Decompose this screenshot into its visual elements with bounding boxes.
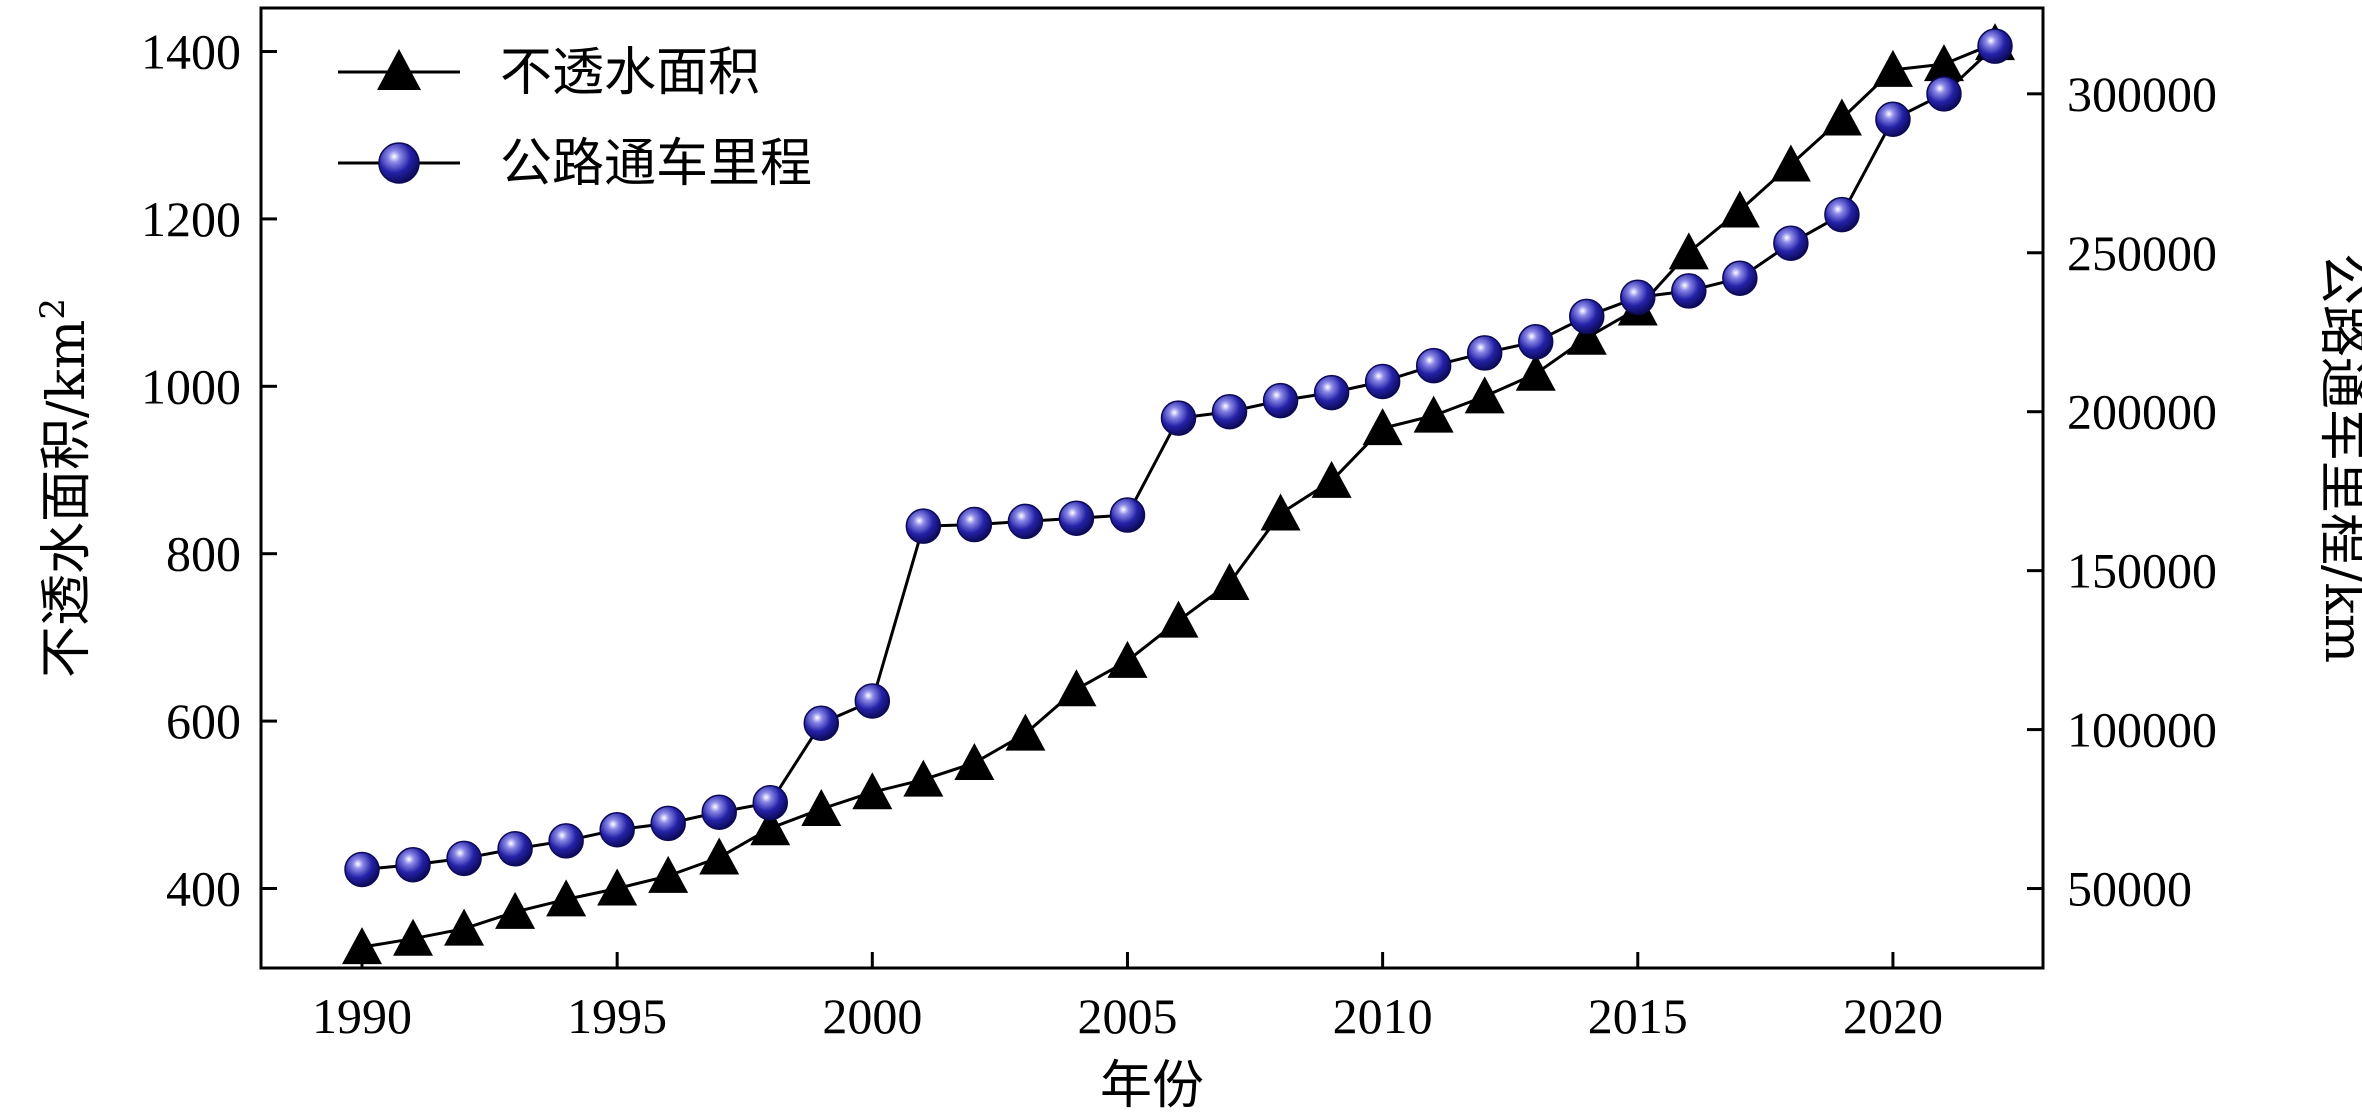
series-0-point-2004 — [1056, 669, 1097, 707]
legend-label-impervious: 不透水面积 — [500, 43, 760, 103]
series-1-point-2011 — [1415, 347, 1452, 384]
y-axis-title-left: 不透水面积/km2 — [33, 298, 97, 678]
series-0-point-1992 — [444, 908, 485, 946]
series-1-point-2020 — [1875, 101, 1911, 138]
series-0-point-2002 — [954, 742, 995, 780]
series-1-point-2000 — [854, 683, 891, 719]
series-0-point-2012 — [1464, 376, 1505, 414]
x-tick-label-1990: 1990 — [312, 988, 412, 1044]
ticks-layer: 1990 1995 2000 2005 2010 2015 2020 400 600 800 100… — [141, 24, 2217, 1044]
series-0-point-1996 — [648, 855, 689, 893]
x-tick-label-1995: 1995 — [567, 988, 667, 1044]
series-1-point-2002 — [956, 506, 993, 543]
series-0-point-2019 — [1821, 98, 1862, 136]
y-right-tick-label-100000: 100000 — [2067, 702, 2217, 758]
series-0-point-2000 — [852, 772, 893, 810]
y-axis-title-right: 公路通车里程/km — [2313, 253, 2362, 663]
x-tick-label-2020: 2020 — [1843, 988, 1943, 1044]
series-1-point-2012 — [1466, 335, 1503, 371]
series-0-point-1990 — [342, 927, 382, 965]
series-1-point-1991 — [395, 846, 431, 883]
series-1-point-2017 — [1722, 260, 1758, 296]
series-1-point-2013 — [1517, 324, 1554, 360]
series-0-point-1999 — [801, 788, 842, 826]
y-left-tick-label-600: 600 — [166, 693, 241, 749]
series-1-point-1992 — [446, 840, 482, 877]
plot-frame — [259, 6, 2045, 970]
series-0-point-2001 — [903, 759, 944, 797]
y-axis-title-left-superscript: 2 — [33, 298, 73, 320]
series-1-point-2022 — [1977, 28, 2013, 64]
series-1-point-2016 — [1671, 273, 1707, 309]
legend-triangle-marker — [377, 49, 421, 90]
series-1-point-2014 — [1569, 298, 1605, 335]
x-axis-title: 年份 — [1100, 1056, 1204, 1116]
series-0-point-1993 — [495, 891, 536, 929]
series-0-point-2018 — [1770, 144, 1811, 182]
series-0-point-2011 — [1413, 395, 1454, 433]
series-0-point-1994 — [546, 879, 587, 917]
series-1-point-2001 — [905, 508, 942, 544]
series-0-point-2021 — [1923, 44, 1964, 82]
x-tick-label-2015: 2015 — [1588, 988, 1688, 1044]
series-1-point-2015 — [1620, 279, 1656, 316]
series-0-point-2010 — [1362, 408, 1403, 446]
series-0-point-2014 — [1566, 317, 1607, 355]
series-0-point-2009 — [1311, 460, 1352, 498]
y-right-tick-label-300000: 300000 — [2067, 66, 2217, 122]
series-1-point-2019 — [1824, 196, 1860, 233]
series-1-point-1995 — [599, 811, 635, 848]
series-1-point-2009 — [1313, 374, 1350, 411]
series-1-point-2021 — [1926, 76, 1962, 112]
y-left-tick-label-1400: 1400 — [141, 24, 241, 80]
series-layer — [342, 23, 2015, 965]
legend: 不透水面积 公路通车里程 — [338, 43, 812, 194]
series-1-point-2006 — [1160, 400, 1197, 436]
series-0-point-2003 — [1005, 713, 1046, 751]
y-left-tick-label-1000: 1000 — [141, 358, 241, 414]
series-0-point-1997 — [699, 837, 740, 875]
series-1-point-2018 — [1773, 225, 1809, 261]
series-0-point-1991 — [393, 918, 434, 956]
series-1-point-1999 — [803, 705, 840, 741]
series-1-point-1998 — [752, 784, 788, 821]
series-1-point-1993 — [497, 831, 533, 867]
series-1-point-2007 — [1211, 393, 1248, 430]
series-0-point-2017 — [1719, 190, 1760, 228]
series-1-point-1994 — [548, 823, 584, 859]
series-1-point-1997 — [701, 794, 737, 830]
series-0-point-1995 — [597, 868, 638, 906]
series-0-point-2013 — [1515, 353, 1556, 391]
series-0-point-2008 — [1260, 493, 1301, 531]
y-right-tick-label-150000: 150000 — [2067, 543, 2217, 599]
series-0-point-2006 — [1158, 600, 1199, 638]
y-left-tick-label-400: 400 — [166, 860, 241, 916]
y-left-tick-label-800: 800 — [166, 526, 241, 582]
series-1-point-1990 — [344, 851, 380, 888]
legend-label-highway: 公路通车里程 — [500, 134, 812, 194]
series-1-point-2004 — [1058, 500, 1095, 536]
series-1-point-1996 — [650, 805, 686, 842]
series-0-point-2016 — [1668, 232, 1709, 270]
y-right-tick-label-200000: 200000 — [2067, 384, 2217, 440]
series-0-point-2005 — [1107, 640, 1148, 678]
series-1-point-2008 — [1262, 382, 1299, 419]
legend-sphere-marker — [378, 142, 420, 184]
y-axis-title-left-text: 不透水面积/km — [37, 320, 97, 678]
series-1-point-2010 — [1364, 363, 1401, 400]
series-1-point-2005 — [1109, 497, 1146, 533]
series-0-point-2007 — [1209, 562, 1250, 600]
series-1-point-2003 — [1007, 503, 1044, 540]
y-left-tick-label-1200: 1200 — [141, 191, 241, 247]
x-tick-label-2005: 2005 — [1077, 988, 1177, 1044]
x-tick-label-2000: 2000 — [822, 988, 922, 1044]
x-tick-label-2010: 2010 — [1333, 988, 1433, 1044]
y-right-tick-label-50000: 50000 — [2067, 861, 2192, 917]
series-0-point-2020 — [1872, 49, 1913, 87]
series-0-point-1998 — [750, 808, 791, 846]
y-right-tick-label-250000: 250000 — [2067, 225, 2217, 281]
